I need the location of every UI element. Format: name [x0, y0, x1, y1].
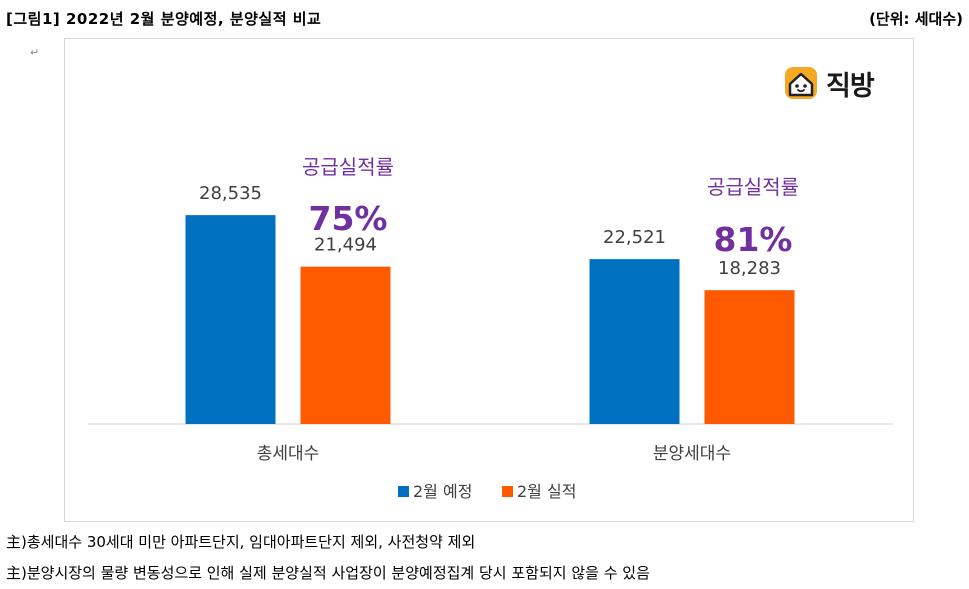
category-label-1: 분양세대수 [653, 444, 731, 464]
zigbang-house-icon [785, 67, 817, 99]
legend-swatch-0 [398, 486, 409, 497]
value-label-1-0: 21,494 [314, 235, 377, 256]
legend-swatch-1 [502, 486, 513, 497]
category-label-0: 총세대수 [257, 444, 320, 464]
legend-label-0: 2월 예정 [413, 482, 472, 501]
bar-planned-1 [589, 259, 680, 424]
value-label-0-1: 22,521 [603, 227, 666, 248]
annotation-value-0: 75% [309, 199, 388, 238]
legend-label-1: 2월 실적 [517, 482, 576, 501]
bar-planned-0 [185, 215, 276, 424]
bar-actual-1 [704, 290, 795, 424]
annotation-value-1: 81% [714, 220, 793, 259]
document-title: [그림1] 2022년 2월 분양예정, 분양실적 비교 [6, 10, 322, 28]
brand-logo: 직방 [782, 64, 875, 102]
value-label-0-0: 28,535 [199, 183, 262, 204]
brand-name: 직방 [826, 70, 875, 102]
annotation-label-0: 공급실적률 [302, 155, 394, 179]
footnote-2: 主)분양시장의 물량 변동성으로 인해 실제 분양실적 사업장이 분양예정집계 … [6, 564, 650, 582]
paragraph-mark: ↵ [30, 46, 40, 59]
bar-actual-0 [300, 266, 391, 424]
unit-label: (단위: 세대수) [869, 10, 963, 28]
annotation-label-1: 공급실적률 [707, 175, 799, 199]
footnote-1: 主)총세대수 30세대 미만 아파트단지, 임대아파트단지 제외, 사전청약 제… [6, 533, 476, 551]
value-label-1-1: 18,283 [718, 258, 781, 279]
